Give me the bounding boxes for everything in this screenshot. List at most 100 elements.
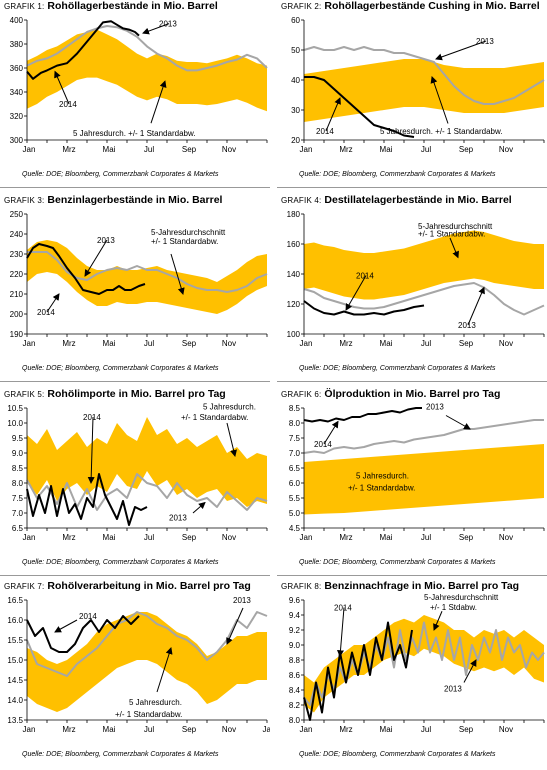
y-tick-label: 6.0 [289, 479, 301, 488]
y-tick-label: 9.4 [289, 611, 301, 620]
y-tick-label: 10.0 [7, 419, 23, 428]
chart-title: GRAFIK 6: Ölproduktion in Mio. Barrel pr… [281, 388, 500, 400]
annotation-label: +/- 1 Standardabw. [418, 230, 485, 239]
chart-prefix: GRAFIK 6: [281, 390, 322, 399]
series-line-2014 [26, 473, 148, 526]
annotation-label: 5 Jahresdurch. [356, 472, 409, 481]
x-tick-label: Jan [300, 339, 313, 348]
panel-1: GRAFIK 1: Rohöllagerbestände in Mio. Bar… [0, 0, 270, 190]
panel-6: GRAFIK 6: Ölproduktion in Mio. Barrel pr… [277, 388, 547, 578]
annotation-label: 2013 [97, 236, 115, 245]
chart-title-text: Destillatelagerbestände in Mio. Barrel [324, 194, 512, 206]
chart-title-text: Rohölimporte in Mio. Barrel pro Tag [47, 388, 226, 400]
y-tick-label: 14.5 [7, 676, 23, 685]
series-line-2014 [303, 621, 413, 721]
y-tick-label: 5.5 [289, 494, 301, 503]
y-tick-label: 16.0 [7, 616, 23, 625]
source-note: Quelle: DOE; Bloomberg, Commerzbank Corp… [299, 559, 496, 566]
y-tick-label: 15.5 [7, 636, 23, 645]
chart-title: GRAFIK 4: Destillatelagerbestände in Mio… [281, 194, 512, 206]
annotation-label: +/- 1 Standardabw. [181, 413, 248, 422]
panel-3: GRAFIK 3: Benzinlagerbestände in Mio. Ba… [0, 194, 270, 384]
annotation-arrow [150, 80, 167, 124]
y-tick-label: 190 [10, 330, 24, 339]
chart-cushing-inventories: 20 30 40 50 60 Jan Mrz Mai Jul Sep Nov 2013 2014 5 Ja… [291, 16, 545, 154]
y-tick-label: 360 [10, 64, 24, 73]
annotation-label: 2013 [476, 37, 494, 46]
x-tick-label: Mrz [62, 725, 75, 734]
y-tick-label: 14.0 [7, 696, 23, 705]
y-tick-label: 5.0 [289, 509, 301, 518]
chart-oil-production: 4.5 5.0 5.5 6.0 6.5 7.0 7.5 8.0 8.5 Jan Mrz Mai Jul S… [289, 403, 545, 542]
x-tick-label: Mrz [62, 533, 75, 542]
source-note: Quelle: DOE; Bloomberg, Commerzbank Corp… [22, 559, 219, 566]
chart-prefix: GRAFIK 2: [281, 2, 322, 11]
x-tick-label: Sep [182, 725, 197, 734]
annotation-arrow [445, 415, 471, 430]
std-dev-band [304, 444, 544, 515]
x-tick-label: Mai [103, 339, 116, 348]
y-tick-label: 60 [291, 16, 300, 25]
annotation-label: 2013 [159, 20, 177, 29]
x-tick-label: Jul [144, 145, 154, 154]
y-tick-label: 340 [10, 88, 24, 97]
series-line-2013 [303, 282, 545, 316]
annotation-label: +/- 1 Standardabw. [151, 237, 218, 246]
chart-title-text: Benzinlagerbestände in Mio. Barrel [47, 194, 223, 206]
std-dev-band [27, 612, 267, 712]
x-tick-label: Jan [23, 725, 36, 734]
y-tick-label: 8.0 [289, 419, 301, 428]
annotation-arrow [430, 76, 449, 124]
y-tick-label: 8.5 [289, 404, 301, 413]
y-tick-label: 9.5 [12, 434, 24, 443]
x-tick-label: Jul [421, 145, 431, 154]
source-note: Quelle: DOE; Bloomberg, Commerzbank Corp… [299, 171, 496, 178]
annotation-label: 5-Jahresdurchschnitt [424, 594, 499, 602]
y-tick-label: 8.0 [289, 716, 301, 725]
std-dev-band [304, 615, 544, 713]
panel-2: GRAFIK 2: Rohöllagerbestände Cushing in … [277, 0, 547, 190]
x-tick-label: Mai [380, 533, 393, 542]
series-line-2014 [26, 243, 146, 295]
series-line-2013 [303, 419, 544, 454]
x-tick-label: Sep [459, 145, 474, 154]
std-dev-band [27, 240, 267, 314]
y-tick-label: 9.0 [12, 449, 24, 458]
y-tick-label: 210 [10, 290, 24, 299]
annotation-arrow [84, 239, 108, 277]
annotation-arrow [337, 607, 345, 658]
x-tick-label: Mrz [62, 339, 75, 348]
annotation-label: 5 Jahresdurch. +/- 1 Standardabw. [380, 127, 503, 136]
x-tick-label: Mrz [339, 339, 352, 348]
chart-refinery-runs: 13.5 14.0 14.5 15.0 15.5 16.0 16.5 Jan Mrz Mai Jul… [7, 596, 270, 734]
annotation-arrow [226, 607, 244, 645]
separator [0, 381, 270, 382]
annotation-arrow [463, 659, 477, 683]
separator [277, 187, 547, 188]
chart-title: GRAFIK 2: Rohöllagerbestände Cushing in … [281, 0, 540, 12]
chart-gasoline-demand: 8.0 8.2 8.4 8.6 8.8 9.0 9.2 9.4 9.6 Jan Mrz Mai Jul S… [289, 594, 545, 734]
chart-title-text: Ölproduktion in Mio. Barrel pro Tag [324, 388, 501, 400]
series-line-2014 [26, 20, 140, 80]
annotation-arrow [449, 237, 459, 259]
x-tick-label: Mai [380, 339, 393, 348]
y-tick-label: 8.2 [289, 701, 301, 710]
source-note: Quelle: DOE; Bloomberg, Commerzbank Corp… [22, 171, 219, 178]
y-tick-label: 230 [10, 250, 24, 259]
annotation-arrow [54, 70, 70, 105]
annotation-label: +/- 1 Standardabw. [348, 484, 415, 493]
x-tick-label: Sep [459, 725, 474, 734]
y-tick-label: 8.8 [289, 656, 301, 665]
series-line-2014 [304, 76, 415, 138]
annotation-arrow [87, 416, 95, 484]
separator [277, 381, 547, 382]
y-tick-label: 15.0 [7, 656, 23, 665]
series-line-2013 [26, 25, 268, 72]
annotation-label: 2014 [334, 604, 352, 613]
x-tick-label: Jul [144, 533, 154, 542]
x-tick-label: Mrz [339, 533, 352, 542]
x-tick-label: Nov [499, 339, 513, 348]
chart-title: GRAFIK 3: Benzinlagerbestände in Mio. Ba… [4, 194, 222, 206]
x-tick-label: Mrz [339, 145, 352, 154]
series-line-2014 [26, 615, 140, 653]
